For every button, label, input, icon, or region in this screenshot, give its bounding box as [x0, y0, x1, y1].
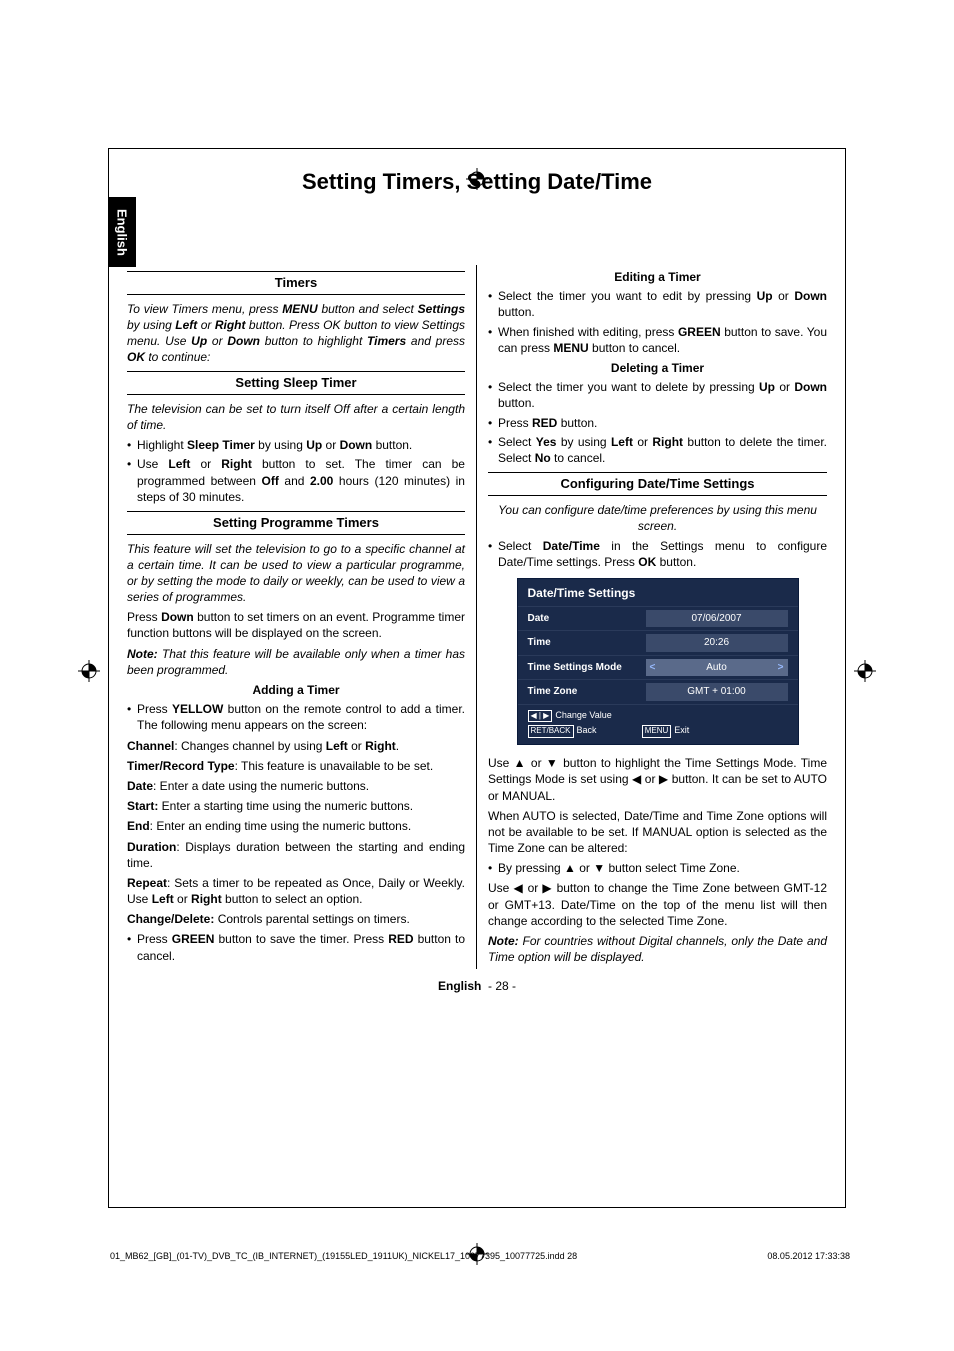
- bullet-c1: Select Date/Time in the Settings menu to…: [488, 538, 827, 570]
- document-page: English Setting Timers, Setting Date/Tim…: [0, 0, 954, 1351]
- prog-desc: This feature will set the television to …: [127, 541, 465, 606]
- field-repeat: Repeat: Sets a timer to be repeated as O…: [127, 875, 465, 907]
- registration-mark-icon: [78, 660, 100, 682]
- print-footer: 01_MB62_[GB]_(01-TV)_DVB_TC_(IB_INTERNET…: [110, 1251, 850, 1261]
- osd-title: Date/Time Settings: [518, 579, 798, 605]
- field-end: End: Enter an ending time using the nume…: [127, 818, 465, 834]
- osd-row: Time Settings ModeAuto: [518, 655, 798, 680]
- right-column: Editing a Timer Select the timer you wan…: [477, 265, 827, 969]
- registration-mark-icon: [854, 660, 876, 682]
- use1: Use ▲ or ▼ button to highlight the Time …: [488, 755, 827, 804]
- field-duration: Duration: Displays duration between the …: [127, 839, 465, 871]
- bullet-save: Press GREEN button to save the timer. Pr…: [127, 931, 465, 963]
- osd-row: Time ZoneGMT + 01:00: [518, 679, 798, 704]
- field-change-delete: Change/Delete: Controls parental setting…: [127, 911, 465, 927]
- use2: When AUTO is selected, Date/Time and Tim…: [488, 808, 827, 857]
- subheader-edit: Editing a Timer: [488, 269, 827, 285]
- subheader-add: Adding a Timer: [127, 682, 465, 698]
- section-programme: Setting Programme Timers: [127, 511, 465, 535]
- page-footer: English - 28 -: [127, 979, 827, 993]
- bullet-tz: By pressing ▲ or ▼ button select Time Zo…: [488, 860, 827, 876]
- note2: Note: For countries without Digital chan…: [488, 933, 827, 965]
- osd-row: Date07/06/2007: [518, 606, 798, 631]
- osd-screenshot: Date/Time Settings Date07/06/2007 Time20…: [517, 578, 799, 745]
- left-column: Timers To view Timers menu, press MENU b…: [127, 265, 477, 969]
- bullet-sleep1: Highlight Sleep Timer by using Up or Dow…: [127, 437, 465, 453]
- sleep-desc: The television can be set to turn itself…: [127, 401, 465, 433]
- bullet-d3: Select Yes by using Left or Right button…: [488, 434, 827, 466]
- bullet-add: Press YELLOW button on the remote contro…: [127, 701, 465, 733]
- footer-filename: 01_MB62_[GB]_(01-TV)_DVB_TC_(IB_INTERNET…: [110, 1251, 577, 1261]
- osd-row: Time20:26: [518, 630, 798, 655]
- osd-footer: ◀ | ▶Change Value RET/BACKBack MENUExit: [518, 704, 798, 745]
- section-timers: Timers: [127, 271, 465, 295]
- conf-desc: You can configure date/time preferences …: [488, 502, 827, 534]
- language-tab: English: [108, 197, 136, 267]
- bullet-e1: Select the timer you want to edit by pre…: [488, 288, 827, 320]
- timers-intro: To view Timers menu, press MENU button a…: [127, 301, 465, 366]
- use3: Use ◀ or ▶ button to change the Time Zon…: [488, 880, 827, 929]
- section-configure: Configuring Date/Time Settings: [488, 472, 827, 496]
- footer-timestamp: 08.05.2012 17:33:38: [767, 1251, 850, 1261]
- field-start: Start: Enter a starting time using the n…: [127, 798, 465, 814]
- bullet-sleep2: Use Left or Right button to set. The tim…: [127, 456, 465, 505]
- bullet-d2: Press RED button.: [488, 415, 827, 431]
- subheader-delete: Deleting a Timer: [488, 360, 827, 376]
- prog-note: Note: That this feature will be availabl…: [127, 646, 465, 678]
- field-trt: Timer/Record Type: This feature is unava…: [127, 758, 465, 774]
- page-title: Setting Timers, Setting Date/Time: [127, 169, 827, 195]
- bullet-d1: Select the timer you want to delete by p…: [488, 379, 827, 411]
- bullet-e2: When finished with editing, press GREEN …: [488, 324, 827, 356]
- columns: Timers To view Timers menu, press MENU b…: [127, 265, 827, 969]
- content-frame: English Setting Timers, Setting Date/Tim…: [108, 148, 846, 1208]
- field-date: Date: Enter a date using the numeric but…: [127, 778, 465, 794]
- section-sleep: Setting Sleep Timer: [127, 371, 465, 395]
- field-channel: Channel: Changes channel by using Left o…: [127, 738, 465, 754]
- prog-desc2: Press Down button to set timers on an ev…: [127, 609, 465, 641]
